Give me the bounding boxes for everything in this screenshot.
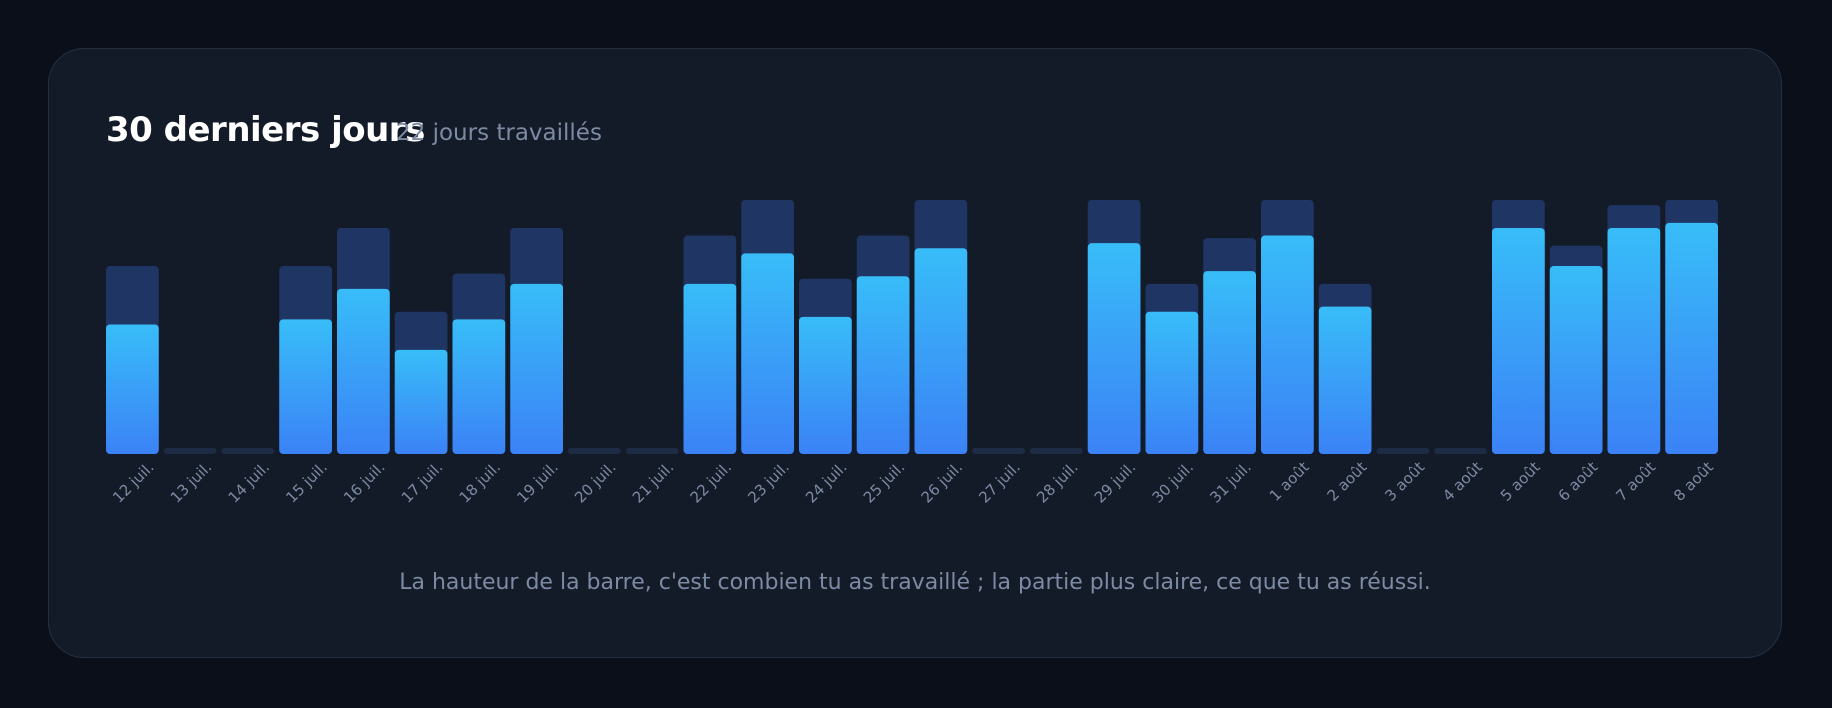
bar-empty-day	[1376, 448, 1430, 454]
x-tick-label: 5 août	[1497, 458, 1544, 505]
bar-succeeded	[1203, 271, 1256, 454]
x-tick-label: 28 juil.	[1033, 458, 1082, 507]
x-tick-label: 31 juil.	[1206, 458, 1255, 507]
x-tick-label: 20 juil.	[571, 458, 620, 507]
bar-succeeded	[683, 283, 737, 454]
x-tick-label: 14 juil.	[225, 458, 274, 507]
x-tick-label: 17 juil.	[398, 458, 447, 507]
x-tick-label: 3 août	[1381, 458, 1428, 505]
bar-succeeded	[337, 288, 390, 454]
worked-days-count: 22 jours travaillés	[396, 120, 602, 146]
x-tick-label: 24 juil.	[802, 458, 851, 507]
bar-succeeded	[510, 283, 563, 454]
x-axis-tick-labels: 12 juil. 13 juil. 14 juil. 15 juil. 16 juil.…	[109, 458, 1717, 507]
bar-succeeded	[914, 248, 968, 454]
x-tick-label: 13 juil.	[167, 458, 216, 507]
x-tick-label: 25 juil.	[860, 458, 909, 507]
x-tick-label: 26 juil.	[918, 458, 967, 507]
bars-group	[106, 200, 1718, 454]
bar-succeeded	[1261, 235, 1314, 454]
bar-empty-day	[972, 448, 1025, 454]
x-tick-label: 19 juil.	[513, 458, 562, 507]
bar-succeeded	[741, 253, 794, 454]
x-tick-label: 4 août	[1439, 458, 1486, 505]
bar-succeeded	[106, 324, 159, 454]
chart-title: 30 derniers jours	[106, 110, 425, 150]
bar-succeeded	[1492, 227, 1545, 454]
bar-empty-day	[163, 448, 217, 454]
bar-succeeded	[394, 349, 448, 454]
bar-succeeded	[279, 319, 332, 454]
bar-succeeded	[856, 276, 910, 454]
bar-chart: 12 juil. 13 juil. 14 juil. 15 juil. 16 juil.…	[106, 200, 1718, 507]
x-tick-label: 2 août	[1324, 458, 1371, 505]
x-tick-label: 29 juil.	[1091, 458, 1140, 507]
x-tick-label: 23 juil.	[744, 458, 793, 507]
bar-succeeded	[452, 319, 506, 454]
x-tick-label: 6 août	[1555, 458, 1602, 505]
x-tick-label: 1 août	[1266, 458, 1313, 505]
bar-succeeded	[1549, 266, 1603, 454]
x-tick-label: 16 juil.	[340, 458, 389, 507]
bar-succeeded	[1665, 222, 1718, 454]
x-tick-label: 15 juil.	[282, 458, 331, 507]
bar-succeeded	[1145, 311, 1199, 454]
bar-succeeded	[1607, 227, 1661, 454]
chart-caption: La hauteur de la barre, c'est combien tu…	[399, 570, 1431, 595]
x-tick-label: 7 août	[1612, 458, 1659, 505]
x-tick-label: 27 juil.	[975, 458, 1024, 507]
x-tick-label: 30 juil.	[1149, 458, 1198, 507]
x-tick-label: 8 août	[1670, 458, 1717, 505]
bar-empty-day	[625, 448, 679, 454]
bar-empty-day	[221, 448, 275, 454]
x-tick-label: 21 juil.	[629, 458, 678, 507]
bar-succeeded	[1087, 243, 1141, 454]
chart-card: 30 derniers jours 22 jours travaillés 12…	[48, 48, 1782, 658]
bar-empty-day	[568, 448, 621, 454]
bar-succeeded	[799, 316, 852, 454]
bar-empty-day	[1030, 448, 1083, 454]
x-tick-label: 22 juil.	[687, 458, 736, 507]
bar-succeeded	[1318, 306, 1372, 454]
bar-empty-day	[1434, 448, 1487, 454]
x-tick-label: 12 juil.	[109, 458, 158, 507]
x-tick-label: 18 juil.	[456, 458, 505, 507]
